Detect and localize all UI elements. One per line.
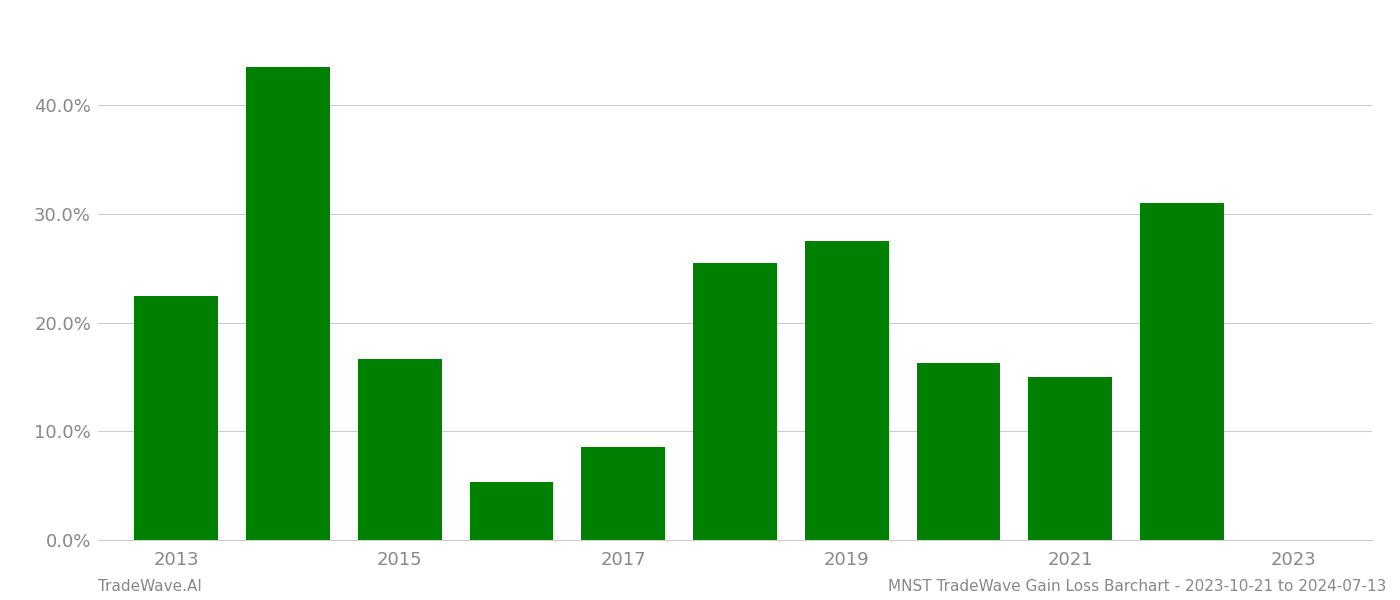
Bar [581,446,665,540]
Bar [1140,203,1224,540]
Bar [805,241,889,540]
Bar [358,359,441,540]
Text: TradeWave.AI: TradeWave.AI [98,579,202,594]
Bar [917,363,1001,540]
Text: MNST TradeWave Gain Loss Barchart - 2023-10-21 to 2024-07-13: MNST TradeWave Gain Loss Barchart - 2023… [888,579,1386,594]
Bar [693,263,777,540]
Bar [246,67,330,540]
Bar [469,482,553,540]
Bar [134,296,218,540]
Bar [1029,377,1112,540]
